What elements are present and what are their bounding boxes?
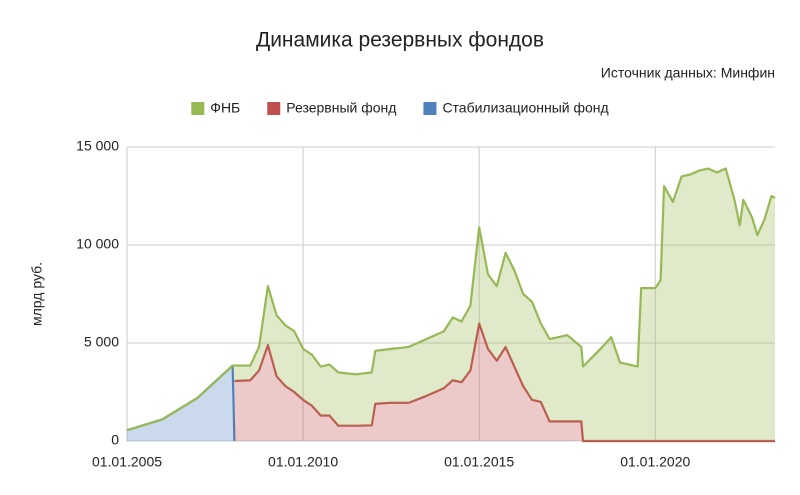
source-note: Источник данных: Минфин: [601, 65, 775, 81]
legend-label: ФНБ: [210, 100, 240, 116]
area: [127, 168, 775, 441]
x-tick-label: 01.01.2005: [92, 454, 162, 470]
legend-swatch: [267, 102, 281, 115]
y-tick-label: 15 000: [76, 138, 119, 154]
chart-title: Динамика резервных фондов: [256, 29, 544, 52]
x-tick-label: 01.01.2015: [444, 454, 514, 470]
y-axis-label: млрд руб.: [29, 262, 45, 326]
y-tick-label: 5 000: [84, 334, 119, 350]
legend-swatch: [191, 102, 205, 115]
y-tick-label: 10 000: [76, 236, 119, 252]
area: [234, 323, 776, 441]
legend-label: Резервный фонд: [286, 100, 396, 116]
area: [127, 365, 235, 441]
line: [234, 322, 775, 443]
legend-label: Стабилизационный фонд: [442, 100, 608, 116]
line: [126, 167, 776, 432]
x-tick-label: 01.01.2010: [268, 454, 338, 470]
x-tick-label: 01.01.2020: [620, 454, 690, 470]
y-tick-label: 0: [111, 432, 119, 448]
legend-swatch: [423, 102, 437, 115]
